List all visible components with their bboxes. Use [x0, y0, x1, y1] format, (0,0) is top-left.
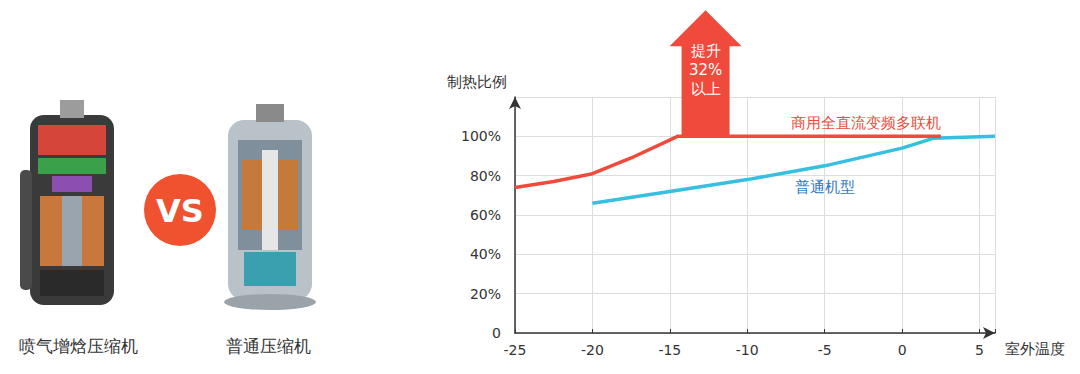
svg-text:提升: 提升 — [691, 42, 721, 60]
svg-text:普通压缩机: 普通压缩机 — [226, 336, 311, 356]
svg-text:以上: 以上 — [691, 80, 721, 98]
svg-text:80%: 80% — [470, 168, 501, 184]
svg-text:0: 0 — [898, 342, 907, 358]
svg-text:40%: 40% — [470, 246, 501, 262]
svg-text:喷气增焓压缩机: 喷气增焓压缩机 — [19, 336, 138, 356]
svg-text:-15: -15 — [658, 342, 681, 358]
svg-text:60%: 60% — [470, 207, 501, 223]
svg-text:-5: -5 — [818, 342, 832, 358]
svg-text:制热比例: 制热比例 — [447, 73, 507, 91]
svg-text:室外温度: 室外温度 — [1005, 340, 1065, 358]
svg-text:VS: VS — [156, 192, 204, 230]
svg-text:-10: -10 — [736, 342, 759, 358]
svg-text:-20: -20 — [581, 342, 604, 358]
svg-text:20%: 20% — [470, 286, 501, 302]
svg-text:100%: 100% — [461, 128, 501, 144]
svg-text:32%: 32% — [689, 61, 722, 79]
svg-text:0: 0 — [492, 325, 501, 341]
svg-text:-25: -25 — [504, 342, 527, 358]
svg-text:商用全直流变频多联机: 商用全直流变频多联机 — [791, 114, 941, 132]
svg-text:普通机型: 普通机型 — [795, 178, 855, 196]
svg-text:5: 5 — [975, 342, 984, 358]
